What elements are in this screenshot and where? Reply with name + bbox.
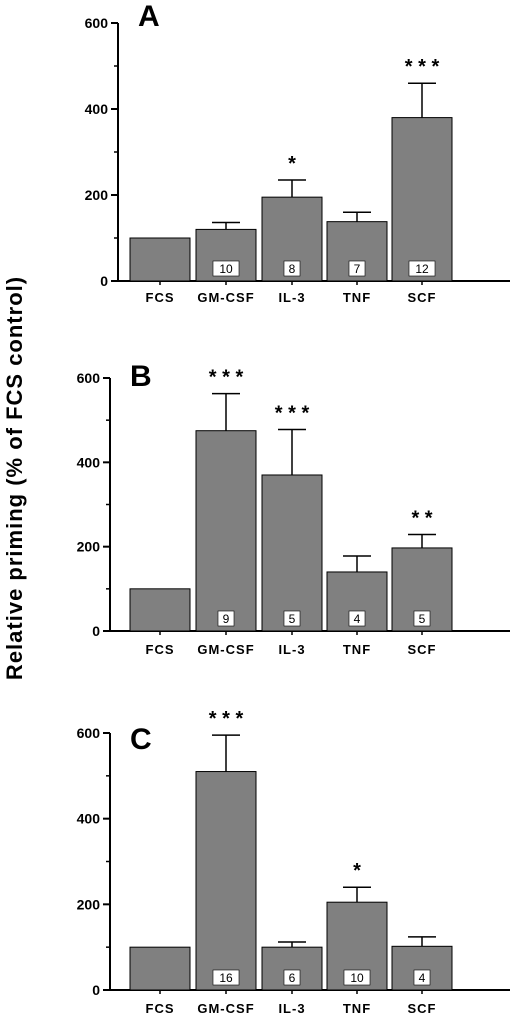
x-tick-label: IL-3 [278, 1001, 305, 1016]
n-label: 6 [289, 971, 296, 985]
y-tick-label: 600 [77, 370, 101, 386]
x-tick-label: SCF [408, 1001, 437, 1016]
n-label: 12 [415, 262, 429, 276]
n-label: 4 [419, 971, 426, 985]
n-label: 5 [419, 612, 426, 626]
bar [326, 901, 388, 991]
x-tick-label: GM-CSF [197, 290, 254, 305]
significance-stars: * * [411, 507, 432, 529]
y-axis-label: Relative priming (% of FCS control) [2, 276, 27, 680]
y-tick-label: 600 [77, 725, 101, 741]
y-tick-label: 0 [92, 623, 100, 639]
y-tick-label: 400 [77, 811, 101, 827]
y-tick-label: 0 [92, 982, 100, 998]
panel-letter: B [130, 360, 152, 393]
y-tick-label: 600 [85, 15, 109, 31]
significance-stars: * * * [209, 367, 244, 389]
n-label-box [408, 260, 436, 277]
bar [195, 771, 257, 991]
x-tick-label: GM-CSF [197, 1001, 254, 1016]
n-label: 10 [350, 971, 364, 985]
bar [129, 588, 191, 632]
n-label-box [343, 969, 371, 986]
n-label-box [348, 260, 366, 277]
x-tick-label: TNF [343, 642, 371, 657]
x-tick-label: FCS [146, 1001, 175, 1016]
bar [195, 430, 257, 632]
x-tick-label: GM-CSF [197, 642, 254, 657]
panel-letter: C [130, 723, 152, 756]
y-tick-label: 400 [85, 101, 109, 117]
significance-stars: * * * [209, 708, 244, 730]
panel-a: A 0 200 400 600 FCS 10 GM-CSF * 8 IL-3 7 TNF * * * 12 S… [85, 0, 510, 305]
x-tick-label: TNF [343, 290, 371, 305]
n-label-box [283, 610, 301, 627]
significance-stars: * [288, 153, 296, 175]
n-label: 16 [219, 971, 233, 985]
x-tick-label: FCS [146, 642, 175, 657]
n-label-box [413, 610, 431, 627]
panel-letter: A [138, 0, 160, 33]
x-tick-label: SCF [408, 290, 437, 305]
panel-b: B 0 200 400 600 FCS * * * 9 GM-CSF * * * 5 IL-3 4 TNF… [77, 360, 510, 657]
bar [129, 946, 191, 991]
significance-stars: * * * [275, 402, 310, 424]
bar [261, 474, 323, 632]
x-tick-label: IL-3 [278, 642, 305, 657]
x-tick-label: SCF [408, 642, 437, 657]
x-tick-label: IL-3 [278, 290, 305, 305]
y-tick-label: 200 [85, 187, 109, 203]
significance-stars: * [353, 860, 361, 882]
n-label-box [212, 260, 240, 277]
n-label-box [348, 610, 366, 627]
y-tick-label: 0 [100, 273, 108, 289]
n-label: 5 [289, 612, 296, 626]
n-label-box [283, 260, 301, 277]
y-tick-label: 400 [77, 454, 101, 470]
y-tick-label: 200 [77, 896, 101, 912]
n-label: 4 [354, 612, 361, 626]
n-label-box [212, 969, 240, 986]
x-tick-label: TNF [343, 1001, 371, 1016]
n-label: 10 [219, 262, 233, 276]
n-label: 7 [354, 262, 361, 276]
n-label-box [413, 969, 431, 986]
n-label-box [283, 969, 301, 986]
bar [391, 117, 453, 282]
y-tick-label: 200 [77, 539, 101, 555]
n-label: 9 [223, 612, 230, 626]
panel-c: C 0 200 400 600 FCS * * * 16 GM-CSF 6 IL-3 * 10 TNF 4 S… [77, 708, 510, 1016]
bar [129, 237, 191, 282]
n-label: 8 [289, 262, 296, 276]
x-tick-label: FCS [146, 290, 175, 305]
n-label-box [217, 610, 235, 627]
significance-stars: * * * [405, 56, 440, 78]
